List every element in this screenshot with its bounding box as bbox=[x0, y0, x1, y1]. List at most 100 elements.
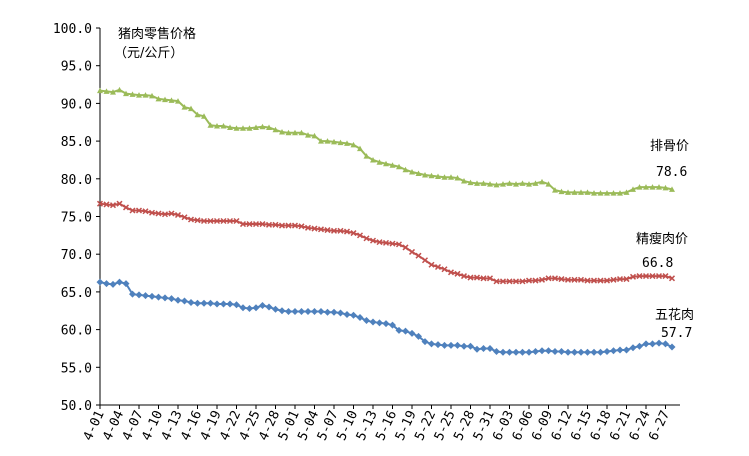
point bbox=[597, 277, 604, 284]
point bbox=[317, 226, 325, 233]
point bbox=[610, 190, 617, 196]
point bbox=[187, 216, 195, 223]
point bbox=[564, 276, 572, 283]
point bbox=[330, 227, 338, 234]
point bbox=[610, 347, 617, 355]
point bbox=[382, 239, 390, 246]
point bbox=[324, 308, 331, 316]
point bbox=[616, 346, 624, 354]
point bbox=[389, 321, 396, 329]
point bbox=[291, 222, 299, 229]
point bbox=[369, 237, 377, 244]
point bbox=[519, 348, 526, 356]
point bbox=[194, 299, 201, 307]
point bbox=[577, 276, 585, 283]
point bbox=[506, 348, 513, 356]
point bbox=[591, 190, 597, 196]
point bbox=[305, 132, 311, 138]
point bbox=[506, 278, 513, 285]
point bbox=[239, 304, 247, 312]
point bbox=[304, 224, 312, 231]
point bbox=[551, 275, 559, 282]
point bbox=[246, 221, 253, 228]
point bbox=[662, 340, 669, 348]
point bbox=[454, 270, 461, 277]
point bbox=[259, 301, 266, 309]
point bbox=[454, 175, 461, 181]
point bbox=[168, 210, 175, 217]
point bbox=[129, 91, 136, 97]
point bbox=[174, 211, 182, 219]
y-tick-label: 90.0 bbox=[61, 97, 92, 112]
point bbox=[330, 308, 338, 316]
point bbox=[662, 184, 669, 191]
point bbox=[259, 123, 266, 130]
point bbox=[441, 341, 448, 349]
point bbox=[415, 252, 422, 259]
point bbox=[376, 239, 383, 246]
point bbox=[539, 178, 545, 185]
point bbox=[356, 314, 364, 322]
point bbox=[324, 227, 331, 234]
point bbox=[110, 89, 116, 95]
point bbox=[499, 348, 507, 356]
point bbox=[493, 347, 500, 355]
y-tick-label: 100.0 bbox=[53, 22, 92, 37]
point bbox=[473, 345, 481, 353]
point bbox=[97, 87, 103, 94]
point bbox=[162, 96, 168, 103]
point bbox=[135, 291, 143, 299]
point bbox=[350, 230, 357, 237]
point bbox=[207, 122, 214, 128]
point bbox=[558, 188, 565, 195]
point bbox=[343, 311, 351, 319]
point bbox=[155, 95, 162, 102]
point bbox=[486, 344, 494, 352]
point bbox=[636, 273, 643, 280]
point bbox=[571, 189, 578, 195]
point bbox=[577, 348, 585, 356]
point bbox=[265, 303, 273, 311]
point bbox=[519, 180, 526, 186]
point bbox=[643, 184, 649, 190]
point bbox=[226, 217, 234, 225]
point bbox=[480, 180, 487, 186]
point bbox=[370, 156, 376, 163]
point bbox=[357, 145, 363, 152]
point bbox=[96, 200, 104, 207]
point bbox=[493, 278, 500, 285]
point bbox=[564, 348, 572, 356]
point bbox=[662, 273, 669, 280]
point bbox=[168, 295, 175, 303]
point bbox=[565, 189, 571, 195]
point bbox=[337, 227, 344, 234]
point bbox=[148, 209, 156, 216]
point bbox=[642, 273, 650, 280]
point bbox=[421, 257, 429, 264]
point bbox=[298, 129, 305, 136]
point bbox=[487, 181, 493, 187]
point bbox=[460, 273, 468, 280]
point bbox=[434, 263, 442, 271]
point bbox=[642, 340, 650, 348]
point bbox=[636, 184, 643, 190]
series-end-value: 57.7 bbox=[661, 326, 692, 341]
point bbox=[227, 124, 233, 131]
point bbox=[655, 273, 663, 280]
series-label: 精瘦肉价 bbox=[636, 231, 688, 247]
point bbox=[480, 344, 487, 352]
point bbox=[168, 97, 175, 103]
point bbox=[161, 211, 169, 218]
point bbox=[213, 217, 221, 225]
point bbox=[500, 181, 506, 187]
series-label: 五花肉 bbox=[655, 307, 694, 323]
point bbox=[369, 318, 377, 326]
point bbox=[109, 280, 117, 288]
point bbox=[116, 200, 123, 207]
point bbox=[428, 172, 435, 179]
point bbox=[441, 174, 448, 180]
point bbox=[298, 308, 305, 316]
point bbox=[175, 98, 181, 104]
point bbox=[350, 311, 357, 319]
point bbox=[578, 189, 584, 195]
